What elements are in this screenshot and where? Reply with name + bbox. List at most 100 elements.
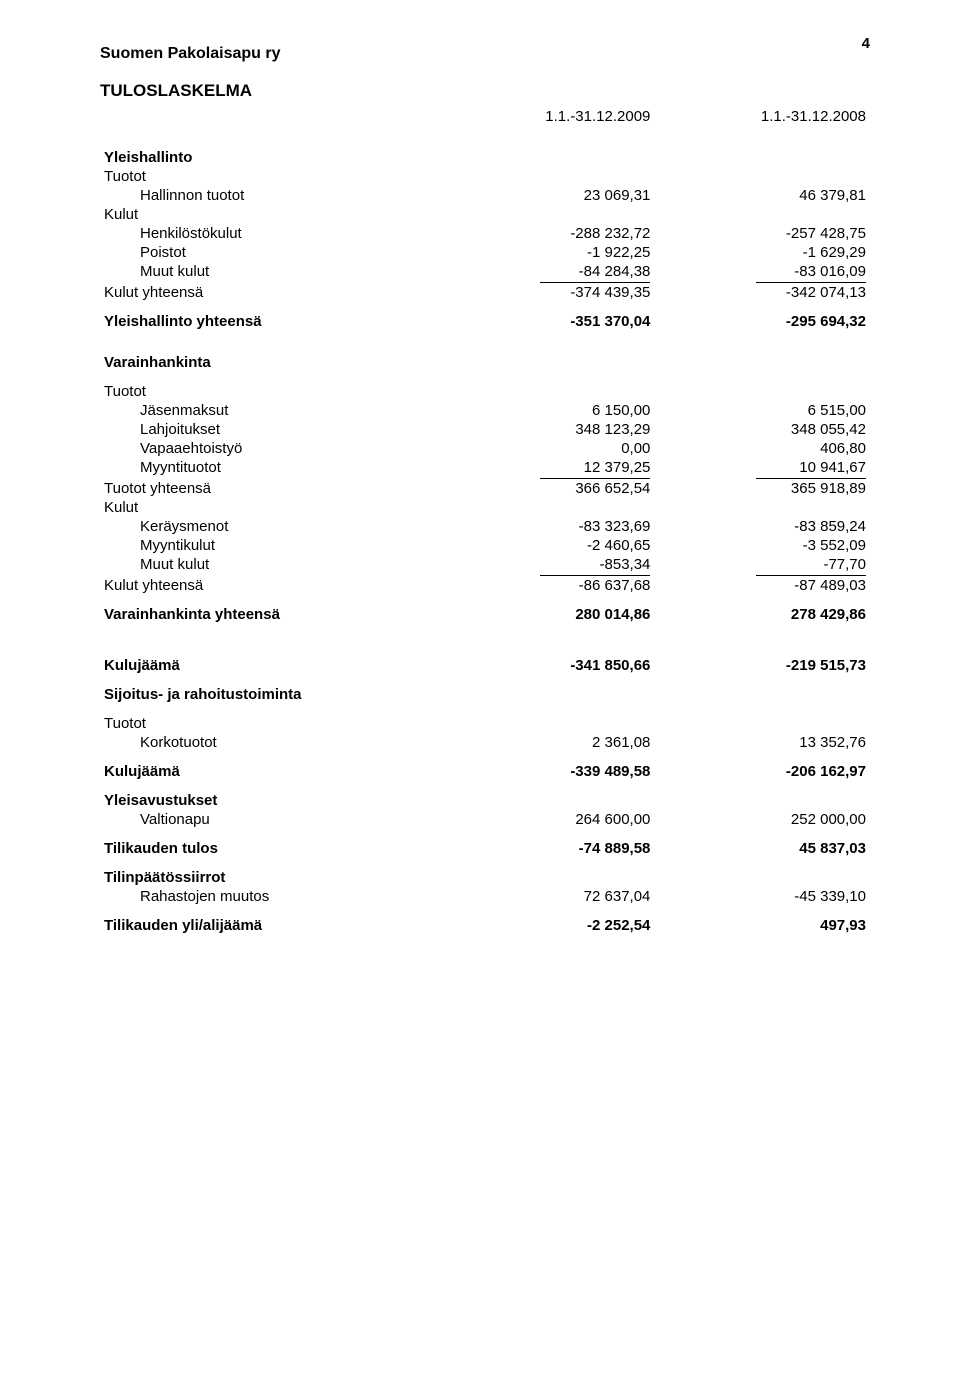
v1: 264 600,00: [439, 810, 655, 829]
row-poistot: Poistot -1 922,25 -1 629,29: [100, 243, 870, 262]
v2: 365 918,89: [654, 477, 870, 498]
tuotot-label: Tuotot: [100, 382, 439, 401]
row-rahastojen-muutos: Rahastojen muutos 72 637,04 -45 339,10: [100, 887, 870, 906]
label: Tilikauden yli/alijäämä: [100, 916, 439, 935]
row-jasenmaksut: Jäsenmaksut 6 150,00 6 515,00: [100, 401, 870, 420]
v2: 497,93: [654, 916, 870, 935]
row-keraysmenot: Keräysmenot -83 323,69 -83 859,24: [100, 517, 870, 536]
label: Hallinnon tuotot: [100, 186, 439, 205]
v1: -1 922,25: [439, 243, 655, 262]
v1: -374 439,35: [439, 281, 655, 302]
v1: 280 014,86: [439, 605, 655, 624]
label: Keräysmenot: [100, 517, 439, 536]
v1: -2 460,65: [439, 536, 655, 555]
row-kulujaama-2: Kulujäämä -339 489,58 -206 162,97: [100, 762, 870, 781]
label: Kulujäämä: [100, 762, 439, 781]
varainhankinta-title: Varainhankinta: [100, 353, 439, 372]
row-vapaaehtoistyo: Vapaaehtoistyö 0,00 406,80: [100, 439, 870, 458]
row-kulujaama-1: Kulujäämä -341 850,66 -219 515,73: [100, 656, 870, 675]
row-henkilostokulut: Henkilöstökulut -288 232,72 -257 428,75: [100, 224, 870, 243]
page-number: 4: [862, 35, 870, 52]
v2: -3 552,09: [654, 536, 870, 555]
v2: -87 489,03: [654, 574, 870, 595]
label: Poistot: [100, 243, 439, 262]
label: Korkotuotot: [100, 733, 439, 752]
v1: 2 361,08: [439, 733, 655, 752]
v2: 348 055,42: [654, 420, 870, 439]
v1: -341 850,66: [439, 656, 655, 675]
label: Tuotot yhteensä: [100, 477, 439, 498]
row-tuotot-yhteensa: Tuotot yhteensä 366 652,54 365 918,89: [100, 477, 870, 498]
tuotot-label: Tuotot: [100, 167, 439, 186]
label: Kulut yhteensä: [100, 281, 439, 302]
row-hallinnon-tuotot: Hallinnon tuotot 23 069,31 46 379,81: [100, 186, 870, 205]
v1: 348 123,29: [439, 420, 655, 439]
yleisavustukset-title: Yleisavustukset: [100, 791, 439, 810]
label: Myyntituotot: [100, 458, 439, 477]
v2: -45 339,10: [654, 887, 870, 906]
row-yleishallinto-yhteensa: Yleishallinto yhteensä -351 370,04 -295 …: [100, 312, 870, 331]
v2: 46 379,81: [654, 186, 870, 205]
doc-title: TULOSLASKELMA: [100, 81, 870, 101]
row-myyntituotot: Myyntituotot 12 379,25 10 941,67: [100, 458, 870, 477]
v2: -77,70: [654, 555, 870, 574]
label: Rahastojen muutos: [100, 887, 439, 906]
kulut-label: Kulut: [100, 498, 439, 517]
v1: -2 252,54: [439, 916, 655, 935]
row-varainhankinta-yhteensa: Varainhankinta yhteensä 280 014,86 278 4…: [100, 605, 870, 624]
kulut-label: Kulut: [100, 205, 439, 224]
row-var-muut-kulut: Muut kulut -853,34 -77,70: [100, 555, 870, 574]
v1: 366 652,54: [439, 477, 655, 498]
v2: 406,80: [654, 439, 870, 458]
row-muut-kulut: Muut kulut -84 284,38 -83 016,09: [100, 262, 870, 281]
v1: 0,00: [439, 439, 655, 458]
label: Muut kulut: [100, 555, 439, 574]
label: Yleishallinto yhteensä: [100, 312, 439, 331]
v1: -74 889,58: [439, 839, 655, 858]
v1: -288 232,72: [439, 224, 655, 243]
v2: -83 016,09: [654, 262, 870, 281]
label: Vapaaehtoistyö: [100, 439, 439, 458]
row-myyntikulut: Myyntikulut -2 460,65 -3 552,09: [100, 536, 870, 555]
label: Jäsenmaksut: [100, 401, 439, 420]
v2: -219 515,73: [654, 656, 870, 675]
v2: 45 837,03: [654, 839, 870, 858]
v1: 72 637,04: [439, 887, 655, 906]
label: Lahjoitukset: [100, 420, 439, 439]
v1: -339 489,58: [439, 762, 655, 781]
row-yli-alijaama: Tilikauden yli/alijäämä -2 252,54 497,93: [100, 916, 870, 935]
period-col1: 1.1.-31.12.2009: [439, 107, 655, 126]
label: Varainhankinta yhteensä: [100, 605, 439, 624]
yleishallinto-title: Yleishallinto: [100, 148, 439, 167]
v1: 6 150,00: [439, 401, 655, 420]
row-korkotuotot: Korkotuotot 2 361,08 13 352,76: [100, 733, 870, 752]
label: Kulut yhteensä: [100, 574, 439, 595]
org-title: Suomen Pakolaisapu ry: [100, 45, 870, 63]
v2: -1 629,29: [654, 243, 870, 262]
label: Valtionapu: [100, 810, 439, 829]
row-lahjoitukset: Lahjoitukset 348 123,29 348 055,42: [100, 420, 870, 439]
tuotot-label: Tuotot: [100, 714, 439, 733]
v2: 252 000,00: [654, 810, 870, 829]
v2: 6 515,00: [654, 401, 870, 420]
period-col2: 1.1.-31.12.2008: [654, 107, 870, 126]
v1: 23 069,31: [439, 186, 655, 205]
label: Myyntikulut: [100, 536, 439, 555]
v2: 278 429,86: [654, 605, 870, 624]
v2: -206 162,97: [654, 762, 870, 781]
v2: 10 941,67: [654, 458, 870, 477]
sijoitus-title: Sijoitus- ja rahoitustoiminta: [100, 685, 439, 704]
v2: 13 352,76: [654, 733, 870, 752]
v1: 12 379,25: [439, 458, 655, 477]
v2: -295 694,32: [654, 312, 870, 331]
period-row: 1.1.-31.12.2009 1.1.-31.12.2008: [100, 107, 870, 126]
row-var-kulut-yhteensa: Kulut yhteensä -86 637,68 -87 489,03: [100, 574, 870, 595]
income-statement-table: 1.1.-31.12.2009 1.1.-31.12.2008 Yleishal…: [100, 107, 870, 935]
v1: -84 284,38: [439, 262, 655, 281]
label: Muut kulut: [100, 262, 439, 281]
label: Henkilöstökulut: [100, 224, 439, 243]
v2: -257 428,75: [654, 224, 870, 243]
row-tilikauden-tulos: Tilikauden tulos -74 889,58 45 837,03: [100, 839, 870, 858]
v1: -351 370,04: [439, 312, 655, 331]
tilinpaatossiirrot-title: Tilinpäätössiirrot: [100, 868, 439, 887]
